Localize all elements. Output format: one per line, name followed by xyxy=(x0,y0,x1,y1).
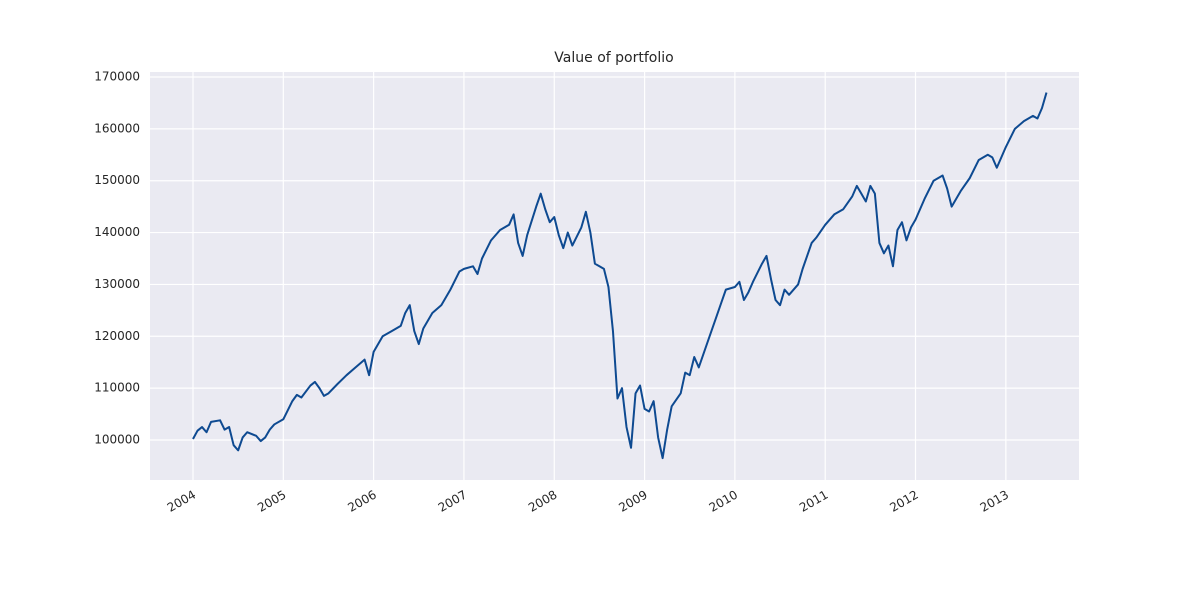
y-tick-label: 150000 xyxy=(94,173,140,187)
y-tick-label: 110000 xyxy=(94,381,140,395)
x-tick-label: 2011 xyxy=(797,488,830,515)
x-tick-label: 2013 xyxy=(978,488,1011,515)
x-tick-label: 2010 xyxy=(707,488,740,515)
y-tick-label: 140000 xyxy=(94,225,140,239)
x-tick-label: 2004 xyxy=(165,488,198,515)
x-tick-label: 2009 xyxy=(616,488,649,515)
plot-area xyxy=(150,72,1079,480)
y-tick-label: 130000 xyxy=(94,277,140,291)
y-tick-label: 100000 xyxy=(94,433,140,447)
x-tick-label: 2006 xyxy=(345,488,378,515)
x-tick-label: 2007 xyxy=(436,488,469,515)
y-tick-label: 160000 xyxy=(94,121,140,135)
chart-title: Value of portfolio xyxy=(554,50,673,66)
y-tick-label: 170000 xyxy=(94,69,140,83)
x-tick-label: 2005 xyxy=(255,488,288,515)
x-tick-label: 2012 xyxy=(887,488,920,515)
line xyxy=(192,92,1048,460)
x-tick-label: 2008 xyxy=(526,488,559,515)
y-tick-label: 120000 xyxy=(94,329,140,343)
